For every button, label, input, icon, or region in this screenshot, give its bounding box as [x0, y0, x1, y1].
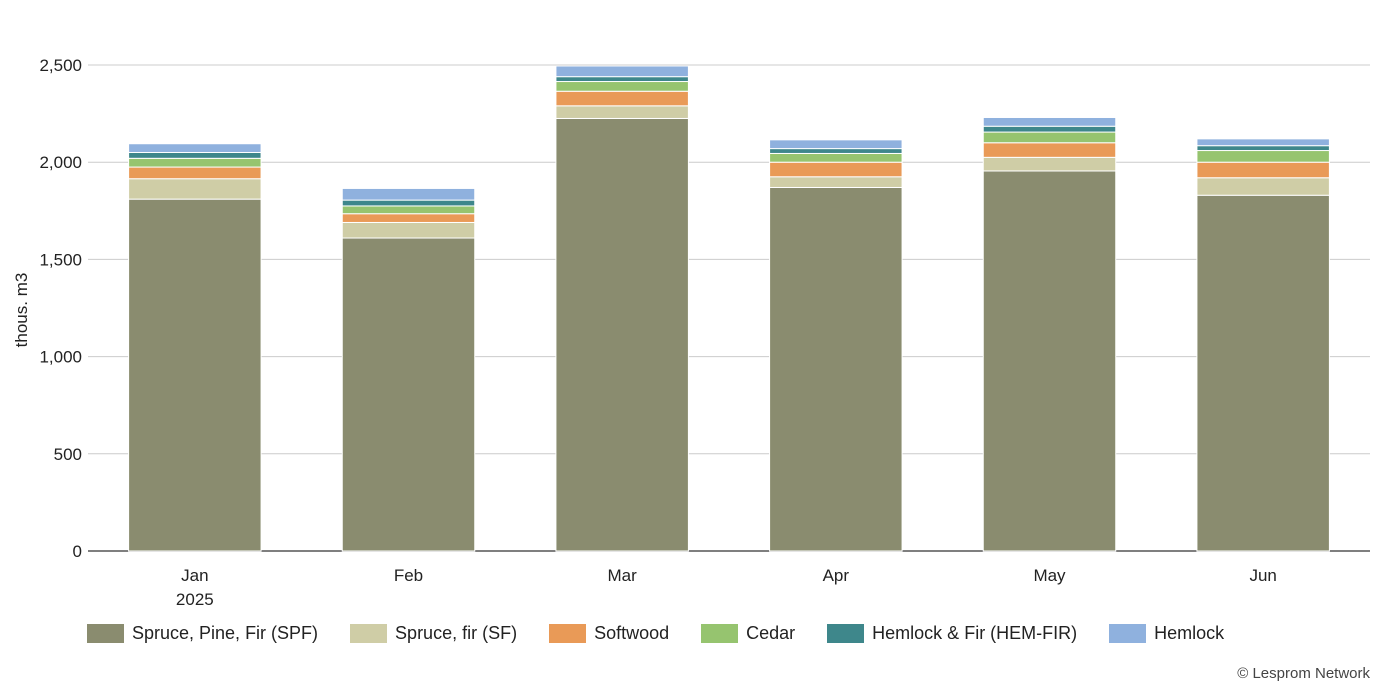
y-tick-label: 500	[54, 445, 82, 464]
x-tick-label: May	[1033, 566, 1066, 585]
bar-segment	[1196, 177, 1330, 196]
legend-item[interactable]: Hemlock & Fir (HEM-FIR)	[827, 623, 1077, 644]
x-tick-sublabel: 2025	[176, 590, 214, 609]
bar-segment	[555, 105, 689, 119]
bar-segment	[555, 117, 689, 552]
bar-segment	[128, 143, 262, 153]
legend-swatch	[1109, 624, 1147, 643]
bar-segment	[982, 116, 1117, 127]
legend-label: Softwood	[594, 623, 670, 643]
bar-segment	[982, 131, 1117, 144]
legend-swatch	[87, 624, 124, 643]
bar-segment	[982, 170, 1117, 552]
bar-segment	[982, 125, 1117, 133]
y-tick-label: 2,000	[39, 153, 82, 172]
legend-label: Hemlock & Fir (HEM-FIR)	[872, 623, 1078, 643]
legend-swatch	[827, 624, 865, 643]
bar-segment	[341, 187, 476, 201]
y-axis-title: thous. m3	[12, 273, 31, 348]
x-tick-label: Apr	[823, 566, 850, 585]
bar-segment	[341, 205, 476, 215]
bar-segment	[769, 152, 903, 163]
legend-label: Spruce, Pine, Fir (SPF)	[132, 623, 319, 643]
legend-item[interactable]: Spruce, Pine, Fir (SPF)	[87, 623, 318, 644]
bar-segment	[769, 161, 903, 178]
bars	[128, 65, 1330, 552]
credit-text: © Lesprom Network	[1237, 665, 1370, 682]
y-tick-label: 2,500	[39, 56, 82, 75]
bar-segment	[128, 166, 262, 180]
bar-segment	[1196, 194, 1330, 552]
bar-segment	[769, 139, 903, 150]
legend-item[interactable]: Spruce, fir (SF)	[350, 623, 517, 644]
bar-segment	[341, 221, 476, 239]
legend-swatch	[350, 624, 388, 643]
legend-swatch	[549, 624, 587, 643]
y-tick-label: 1,500	[39, 250, 82, 269]
bar-segment	[1196, 150, 1330, 163]
bar-segment	[341, 213, 476, 223]
bar-segment	[555, 90, 689, 107]
bar-segment	[1196, 161, 1330, 179]
legend-swatch	[701, 624, 739, 643]
bar-segment	[341, 199, 476, 207]
y-tick-label: 0	[73, 542, 82, 561]
bar-segment	[1196, 138, 1330, 147]
legend: Spruce, Pine, Fir (SPF) Spruce, fir (SF) S…	[87, 623, 1256, 644]
bar-segment	[769, 148, 903, 154]
x-tick-label: Feb	[394, 566, 423, 585]
x-tick-labels: Jan 2025 Feb Mar Apr May Jun	[176, 566, 1277, 609]
bar-segment	[128, 198, 262, 552]
legend-label: Hemlock	[1154, 623, 1225, 643]
bar-segment	[555, 65, 689, 78]
bar-segment	[982, 142, 1117, 158]
grid-lines	[88, 64, 1370, 552]
bar-segment	[555, 76, 689, 83]
legend-label: Cedar	[746, 623, 796, 643]
legend-item[interactable]: Cedar	[701, 623, 795, 644]
y-tick-labels: 0 500 1,000 1,500 2,000 2,500	[39, 56, 82, 561]
x-tick-label: Mar	[608, 566, 638, 585]
bar-segment	[128, 151, 262, 159]
bar-segment	[769, 176, 903, 188]
x-tick-label: Jan	[181, 566, 208, 585]
bar-segment	[982, 156, 1117, 172]
y-tick-label: 1,000	[39, 348, 82, 367]
bar-segment	[341, 237, 476, 552]
legend-label: Spruce, fir (SF)	[395, 623, 518, 643]
bar-segment	[1196, 145, 1330, 152]
legend-item[interactable]: Hemlock	[1109, 623, 1224, 644]
bar-segment	[128, 157, 262, 168]
stacked-bar-chart: 0 500 1,000 1,500 2,000 2,500 Jan 2025 Feb Mar Ap…	[12, 56, 1370, 609]
bar-segment	[128, 178, 262, 200]
bar-segment	[555, 81, 689, 92]
x-tick-label: Jun	[1249, 566, 1276, 585]
bar-segment	[769, 186, 903, 552]
legend-item[interactable]: Softwood	[549, 623, 669, 644]
